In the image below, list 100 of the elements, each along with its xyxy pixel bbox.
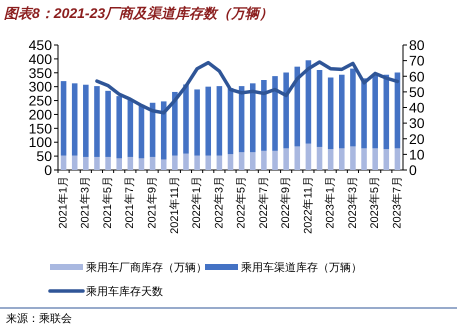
x-tick-label: 2022年7月 xyxy=(258,176,270,229)
bar xyxy=(272,76,278,151)
y-tick-label: 300 xyxy=(28,78,52,95)
bar xyxy=(384,149,390,170)
x-tick-label: 2021年3月 xyxy=(80,176,92,229)
bar xyxy=(116,96,122,158)
bar xyxy=(394,72,400,148)
y2-tick-label: 50 xyxy=(409,84,425,100)
x-tick-label: 2021年7月 xyxy=(124,176,136,229)
y2-tick-label: 10 xyxy=(409,146,425,162)
chart-title: 图表8：2021-23厂商及渠道库存数（万辆） xyxy=(4,5,274,21)
x-tick-label: 2022年5月 xyxy=(236,176,248,229)
bar xyxy=(294,146,300,170)
bar xyxy=(83,84,89,157)
bar xyxy=(372,148,378,170)
bar xyxy=(105,90,111,157)
bar xyxy=(72,83,78,156)
bar xyxy=(116,158,122,170)
source-note: 来源：乘联会 xyxy=(6,312,72,325)
bar xyxy=(138,158,144,170)
bar xyxy=(328,149,334,170)
bar xyxy=(261,150,267,170)
bar xyxy=(228,88,234,154)
bar xyxy=(294,66,300,146)
bar xyxy=(172,156,178,170)
bar xyxy=(339,148,345,170)
bar xyxy=(128,156,134,170)
y-tick-label: 400 xyxy=(28,50,52,67)
bar xyxy=(72,156,78,170)
bar xyxy=(272,150,278,170)
bar xyxy=(306,60,312,144)
bar xyxy=(261,80,267,151)
bar xyxy=(216,156,222,170)
bar xyxy=(361,78,367,148)
x-tick-label: 2021年1月 xyxy=(57,176,70,229)
bar xyxy=(250,83,256,152)
x-tick-label: 2023年1月 xyxy=(324,176,337,229)
bar xyxy=(194,156,200,170)
legend-label: 乘用车渠道库存（万辆） xyxy=(241,261,362,274)
y-tick-label: 150 xyxy=(28,120,52,136)
bar xyxy=(150,102,156,157)
bar xyxy=(283,72,289,148)
x-tick-label: 2022年3月 xyxy=(213,176,226,229)
bar xyxy=(83,156,89,170)
line-series xyxy=(95,60,400,115)
bar xyxy=(238,152,244,170)
bar xyxy=(350,146,356,170)
bar xyxy=(94,86,100,157)
x-tick-label: 2021年11月 xyxy=(168,176,181,234)
x-tick-label: 2021年5月 xyxy=(102,176,114,229)
bar xyxy=(328,78,334,150)
y2-tick-label: 30 xyxy=(409,115,425,132)
bar xyxy=(306,144,312,170)
bar xyxy=(339,74,345,148)
bar xyxy=(394,148,400,170)
bar xyxy=(160,101,167,160)
bar xyxy=(205,86,212,156)
y-tick-label: 100 xyxy=(28,134,52,150)
x-tick-label: 2022年9月 xyxy=(280,176,292,229)
bar xyxy=(283,148,289,170)
x-tick-label: 2022年11月 xyxy=(302,176,314,234)
bar xyxy=(361,148,367,170)
bar xyxy=(60,81,66,156)
bar xyxy=(238,86,244,152)
y2-tick-label: 20 xyxy=(409,130,425,147)
legend-label: 乘用车库存天数 xyxy=(86,285,163,298)
x-tick-label: 2023年5月 xyxy=(369,176,382,229)
bar xyxy=(128,99,134,157)
y2-tick-label: 70 xyxy=(409,52,425,69)
bar xyxy=(183,84,189,154)
legend-label: 乘用车厂商库存（万辆） xyxy=(86,261,207,274)
y-tick-label: 250 xyxy=(28,92,52,109)
bar xyxy=(183,154,189,170)
bar xyxy=(228,154,234,170)
bar xyxy=(194,89,200,156)
x-tick-label: 2023年3月 xyxy=(346,176,359,229)
bar xyxy=(105,156,111,170)
bar xyxy=(250,152,256,170)
y-tick-label: 350 xyxy=(28,64,52,81)
bar xyxy=(138,104,144,158)
bar xyxy=(60,156,66,170)
bar xyxy=(384,74,390,150)
x-tick-label: 2021年9月 xyxy=(146,176,159,229)
x-tick-label: 2022年1月 xyxy=(191,176,204,229)
bar xyxy=(316,146,322,170)
bar xyxy=(205,156,212,170)
y-tick-label: 0 xyxy=(44,162,52,178)
bar xyxy=(316,70,322,147)
bar xyxy=(150,156,156,170)
y-tick-label: 50 xyxy=(36,148,52,164)
y2-tick-label: 0 xyxy=(409,162,417,178)
bar xyxy=(160,159,167,170)
bar xyxy=(372,74,378,148)
y2-tick-label: 80 xyxy=(409,37,425,53)
bar xyxy=(172,92,178,156)
x-tick-label: 2023年7月 xyxy=(391,176,404,229)
bar xyxy=(350,68,356,146)
y-tick-label: 450 xyxy=(28,37,52,53)
y-tick-label: 200 xyxy=(28,106,52,122)
y2-tick-label: 40 xyxy=(409,100,425,116)
